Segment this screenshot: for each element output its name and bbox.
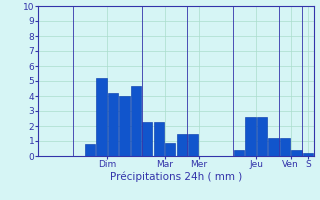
Bar (96, 78, 107, 156)
Bar (280, 138, 290, 156)
Bar (131, 86, 141, 156)
Bar (188, 134, 198, 156)
Bar (177, 134, 187, 156)
Bar (268, 138, 279, 156)
Bar (108, 93, 118, 156)
Bar (154, 121, 164, 156)
Bar (119, 96, 130, 156)
X-axis label: Précipitations 24h ( mm ): Précipitations 24h ( mm ) (110, 172, 242, 182)
Bar (85, 144, 95, 156)
Bar (291, 150, 301, 156)
Bar (165, 142, 175, 156)
Bar (257, 117, 267, 156)
Bar (245, 117, 256, 156)
Bar (234, 150, 244, 156)
Bar (303, 153, 313, 156)
Bar (142, 121, 153, 156)
